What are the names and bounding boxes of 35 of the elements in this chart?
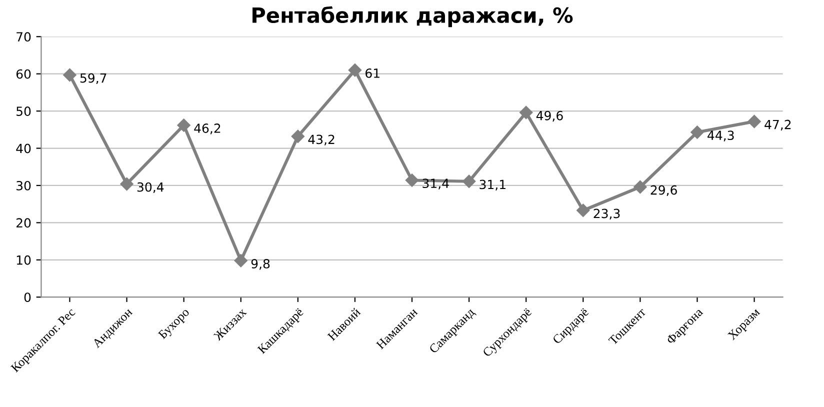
point	[177, 118, 190, 132]
data-label: 47,2	[764, 120, 791, 131]
data-label: 61	[366, 68, 380, 78]
point	[634, 180, 647, 194]
data-label: 49,6	[536, 110, 563, 122]
y-tick-label: 50	[16, 106, 31, 116]
point	[120, 177, 134, 191]
y-tick-label: 70	[16, 32, 31, 42]
data-label: 44,3	[708, 130, 734, 142]
point	[234, 254, 248, 268]
data-label: 46,2	[194, 124, 220, 134]
y-tick-label: 20	[16, 218, 31, 228]
point	[576, 204, 590, 217]
data-label: 30,4	[137, 182, 164, 194]
data-label: 43,2	[308, 134, 334, 146]
y-tick-label: 30	[16, 180, 31, 190]
y-tick-label: 10	[16, 255, 31, 265]
point	[520, 106, 533, 120]
y-tick-label: 40	[16, 144, 31, 154]
data-label: 59,7	[80, 73, 106, 84]
data-label: 31,4	[422, 178, 449, 190]
y-tick-label: 60	[16, 69, 31, 79]
data-label: 29,6	[650, 185, 677, 196]
data-label: 9,8	[251, 258, 270, 270]
point	[291, 130, 304, 143]
y-tick-label: 0	[24, 292, 31, 302]
point	[748, 114, 761, 128]
data-label: 23,3	[594, 208, 620, 220]
chart-title: Рентабеллик даражаси, %	[252, 6, 573, 28]
data-label: 31,1	[480, 180, 506, 190]
point	[462, 174, 476, 188]
point	[405, 174, 419, 187]
point	[348, 64, 362, 77]
point	[63, 68, 76, 82]
point	[690, 126, 704, 139]
